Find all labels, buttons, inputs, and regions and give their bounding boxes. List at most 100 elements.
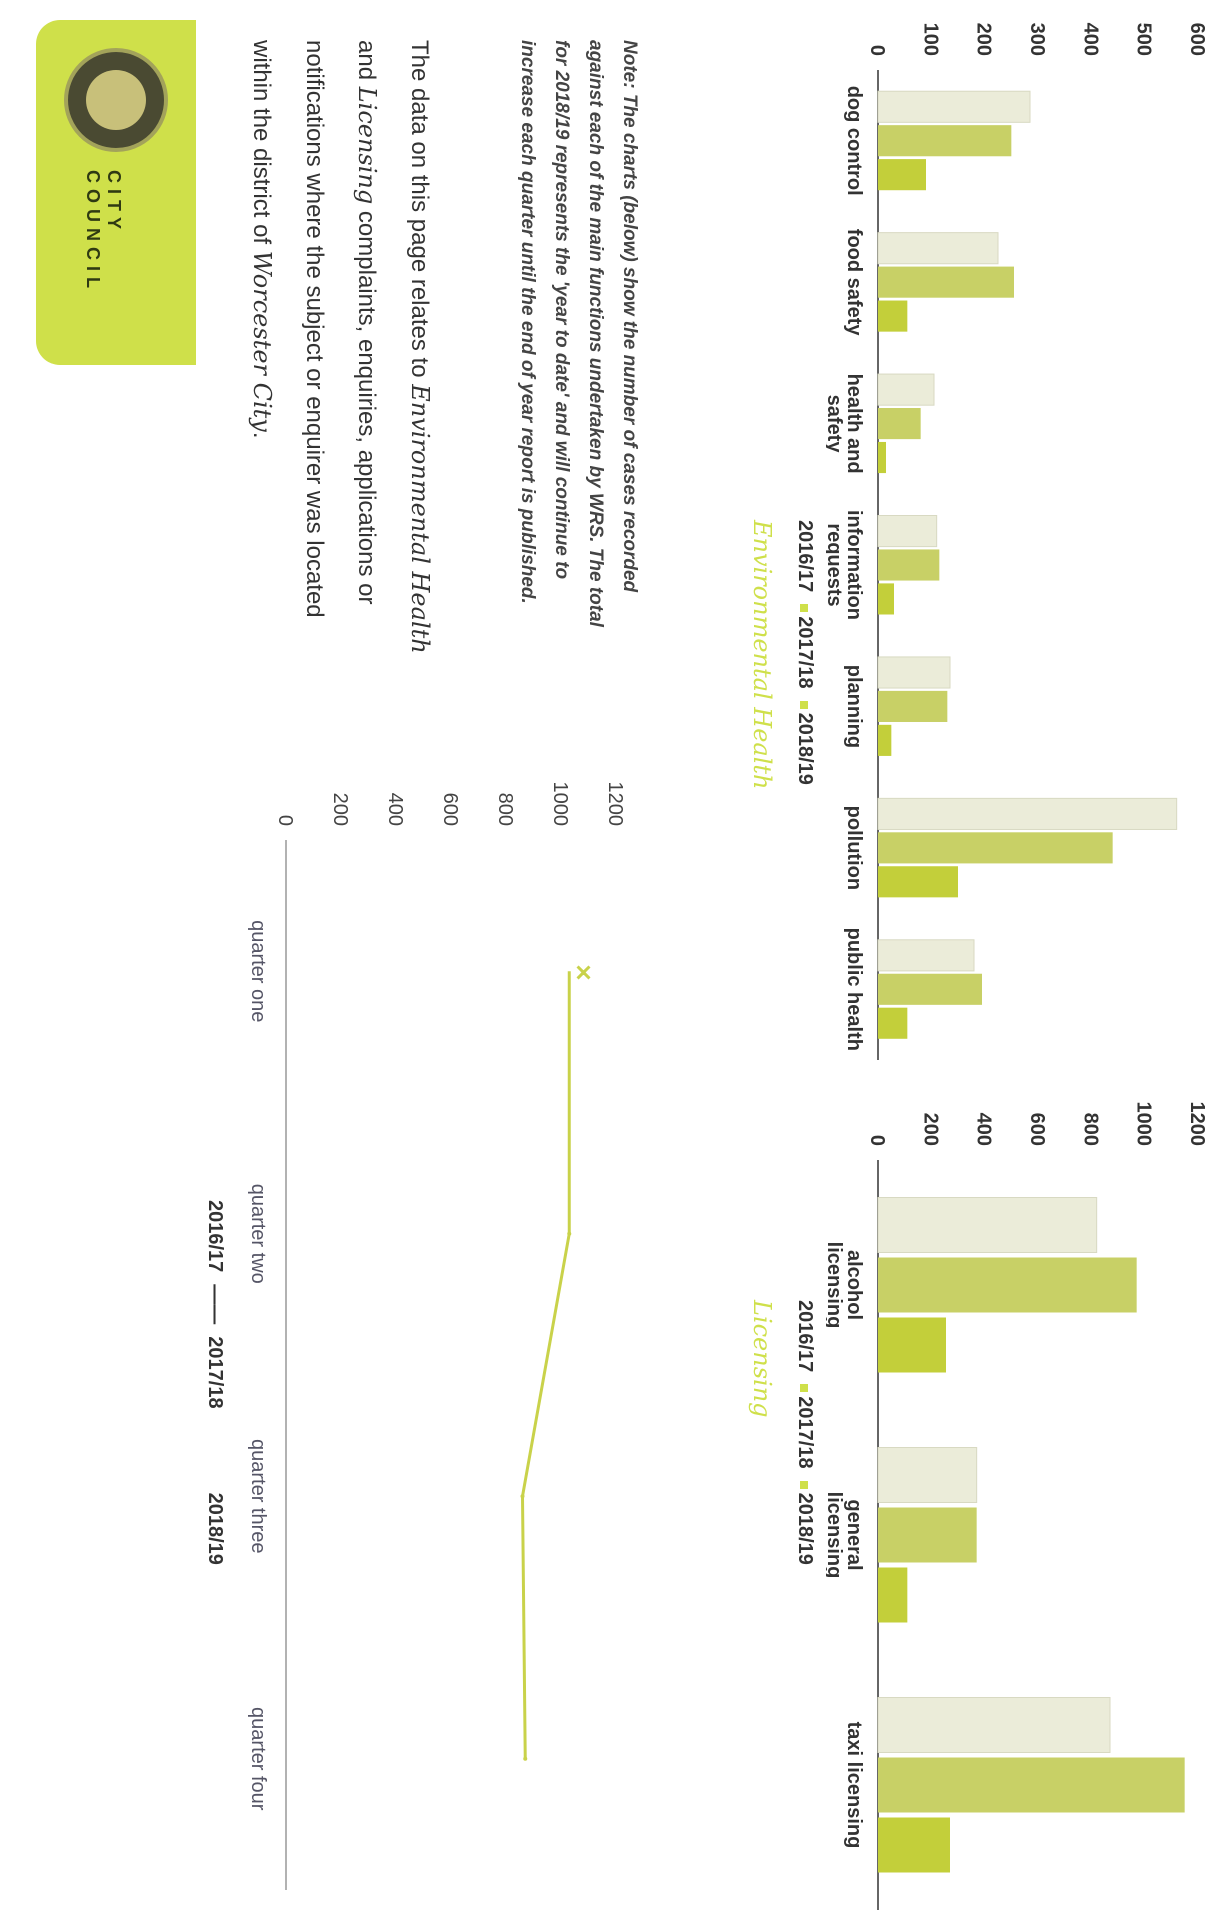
env-chart-legend: 2016/17 2017/18 2018/19 bbox=[793, 520, 816, 785]
legend-item: —— bbox=[204, 1284, 226, 1325]
category-label: licensing bbox=[826, 1242, 845, 1329]
y-tick-label: 400 bbox=[973, 1113, 995, 1146]
bar bbox=[877, 1447, 978, 1503]
bar bbox=[878, 973, 982, 1005]
y-tick-label: 600 bbox=[1186, 23, 1208, 56]
note-line: Note: The charts (below) show the number… bbox=[619, 40, 640, 593]
category-label: licensing bbox=[826, 1492, 845, 1579]
council-logo: CITY COUNCIL bbox=[36, 20, 196, 365]
bar bbox=[878, 1507, 977, 1563]
bar bbox=[877, 939, 975, 972]
bar bbox=[877, 373, 935, 406]
intro-text: complaints, enquiries, applications or bbox=[353, 204, 380, 605]
bar bbox=[878, 866, 958, 898]
y-tick-label: 1200 bbox=[1186, 1102, 1208, 1147]
bar bbox=[878, 1317, 946, 1373]
line-chart-legend: 2016/17 —— 2017/18 2018/19 bbox=[203, 1200, 226, 1565]
bar bbox=[878, 1007, 908, 1039]
lic-chart-legend: 2016/17 2017/18 2018/19 bbox=[793, 1300, 816, 1565]
y-tick-label: 200 bbox=[973, 23, 995, 56]
env-bar-chart: 0 100 200 300 400 500 600 dog control food safet… bbox=[826, 23, 1208, 1060]
bar bbox=[878, 1257, 1137, 1313]
y-tick-label: 400 bbox=[1079, 23, 1101, 56]
bar bbox=[877, 515, 938, 548]
bar bbox=[877, 1197, 1098, 1253]
bar bbox=[878, 549, 940, 581]
category-label: alcohol bbox=[843, 1250, 865, 1320]
category-label: planning bbox=[843, 665, 865, 748]
bar bbox=[877, 797, 1178, 830]
y-tick-label: 800 bbox=[1079, 1113, 1101, 1146]
x-tick-label: quarter three bbox=[247, 1439, 269, 1554]
bar bbox=[878, 1567, 908, 1623]
note-line: for 2018/19 represents the 'year to date… bbox=[551, 40, 572, 580]
intro-text: within the district of bbox=[248, 40, 275, 251]
council-name: CITY COUNCIL bbox=[83, 170, 124, 294]
data-point bbox=[520, 1494, 525, 1499]
bar bbox=[878, 724, 892, 756]
intro-paragraph: The data on this page relates to Environ… bbox=[235, 40, 446, 740]
y-tick-label: 600 bbox=[439, 793, 461, 826]
lic-bar-chart: 0 200 400 600 800 1000 1200alcohollicensinggen… bbox=[826, 1102, 1208, 1910]
y-tick-label: 1000 bbox=[549, 782, 571, 827]
bar bbox=[878, 583, 894, 615]
y-tick-label: 100 bbox=[919, 23, 941, 56]
legend-item: 2018/19 bbox=[793, 1480, 816, 1565]
legend-item: 2017/18 bbox=[793, 604, 816, 689]
y-tick-label: 500 bbox=[1133, 23, 1155, 56]
legend-item: 2017/18 bbox=[204, 1336, 226, 1409]
category-label: general bbox=[843, 1499, 865, 1570]
category-label: requests bbox=[826, 523, 845, 606]
env-chart-title: Environmental Health bbox=[748, 520, 776, 790]
x-tick-label: quarter two bbox=[247, 1184, 269, 1284]
y-tick-label: 0 bbox=[866, 1135, 888, 1146]
y-tick-label: 400 bbox=[384, 793, 406, 826]
category-label: pollution bbox=[843, 806, 865, 890]
category-label: dog control bbox=[843, 86, 865, 196]
bar bbox=[877, 656, 951, 689]
intro-text: . bbox=[248, 431, 275, 439]
bar bbox=[878, 266, 1014, 298]
data-point bbox=[523, 1756, 528, 1761]
bar bbox=[878, 1817, 950, 1873]
note-paragraph: Note: The charts (below) show the number… bbox=[510, 40, 646, 740]
bar bbox=[878, 690, 948, 722]
bar bbox=[878, 300, 908, 332]
bar bbox=[878, 125, 1012, 157]
intro-text: notifications where the subject or enqui… bbox=[301, 40, 328, 618]
legend-item: 2018/19 bbox=[793, 700, 816, 785]
intro-text: and bbox=[353, 40, 380, 87]
legend-item: 2016/17 bbox=[794, 520, 816, 593]
legend-item: 2016/17 bbox=[204, 1200, 226, 1273]
y-tick-label: 0 bbox=[866, 45, 888, 56]
intro-lic: Licensing bbox=[353, 86, 381, 205]
line-chart: 0 200 400 600 800 1000 1200 quarter one quarter … bbox=[247, 782, 626, 1890]
note-line: increase each quarter until the end of y… bbox=[517, 40, 538, 604]
category-label: safety bbox=[826, 395, 845, 454]
category-label: public health bbox=[843, 928, 865, 1051]
y-tick-label: 800 bbox=[494, 793, 516, 826]
bar bbox=[878, 1757, 1185, 1813]
note-line: against each of the main functions under… bbox=[585, 40, 606, 627]
bar bbox=[877, 408, 921, 440]
bar bbox=[877, 832, 1113, 864]
intro-city: Worcester City bbox=[248, 250, 276, 432]
bar bbox=[877, 1697, 1111, 1753]
category-label: taxi licensing bbox=[843, 1722, 865, 1849]
category-label: health and bbox=[843, 374, 865, 474]
category-label: food safety bbox=[843, 229, 865, 337]
series-line bbox=[520, 971, 571, 1759]
bar bbox=[878, 159, 926, 191]
category-label: information bbox=[843, 510, 865, 620]
legend-item: 2016/17 bbox=[794, 1300, 816, 1373]
data-point bbox=[567, 1231, 572, 1236]
legend-item: 2018/19 bbox=[204, 1492, 226, 1565]
y-tick-label: 200 bbox=[329, 793, 351, 826]
bar bbox=[877, 232, 999, 265]
data-point: ✕ bbox=[570, 963, 595, 981]
bar bbox=[878, 441, 886, 474]
x-tick-label: quarter four bbox=[247, 1707, 269, 1811]
y-tick-label: 300 bbox=[1026, 23, 1048, 56]
intro-eh: Environmental Health bbox=[406, 384, 434, 654]
